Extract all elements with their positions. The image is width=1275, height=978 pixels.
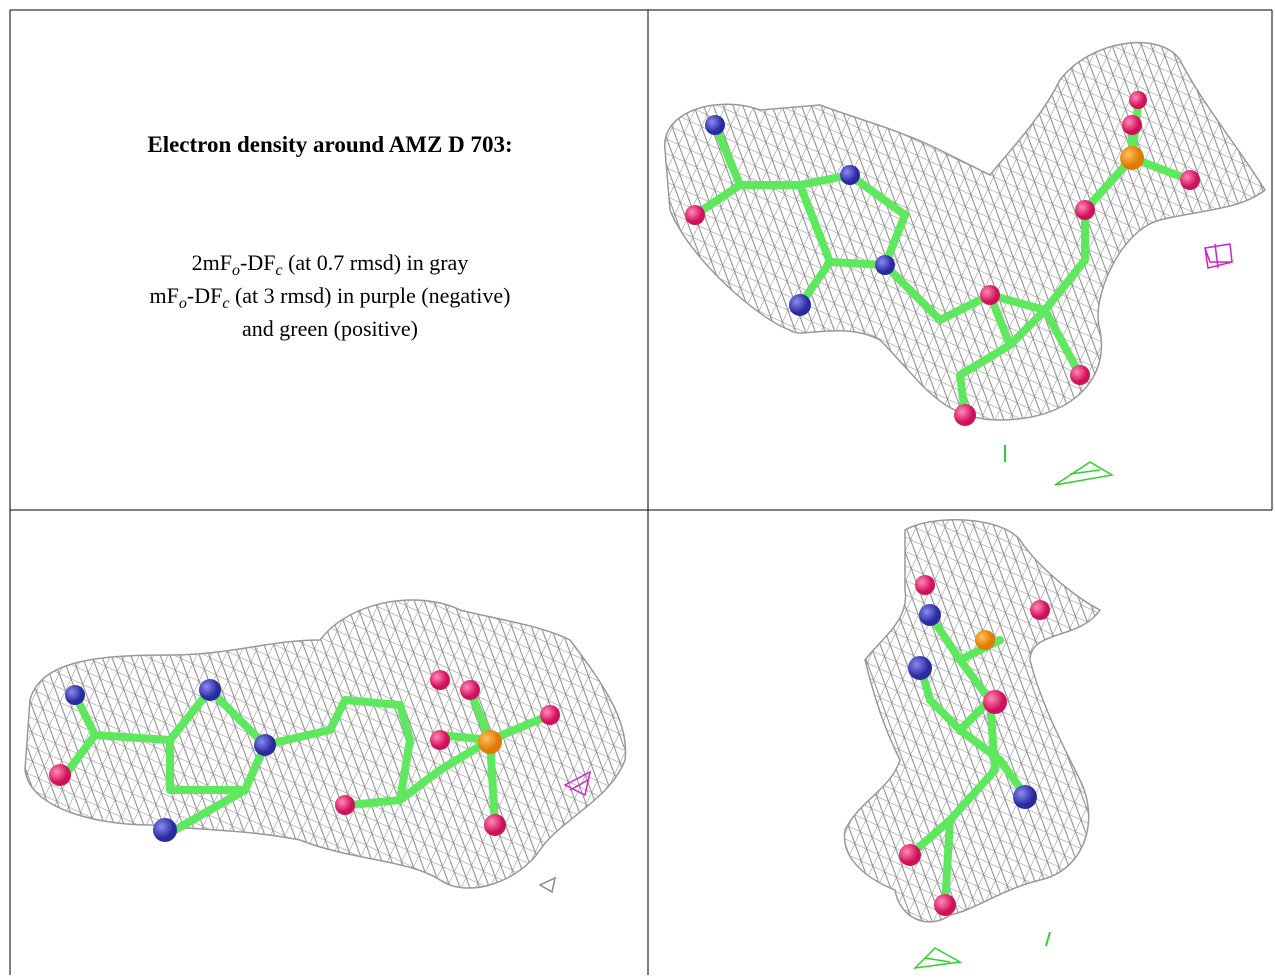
text-run: -DF [240, 250, 275, 275]
text-run: and green (positive) [242, 316, 418, 341]
subscript: o [232, 262, 240, 279]
text-run: -DF [187, 283, 222, 308]
figure-page: Electron density around AMZ D 703: 2mFo-… [0, 0, 1275, 978]
text-run: mF [150, 283, 179, 308]
subscript: c [275, 262, 282, 279]
text-run: 2mF [192, 250, 232, 275]
molecule-view-2 [25, 600, 626, 892]
legend-line: and green (positive) [242, 316, 418, 341]
legend-line: mFo-DFc (at 3 rmsd) in purple (negative) [150, 283, 511, 312]
subscript: c [222, 295, 229, 312]
text-run: (at 0.7 rmsd) in gray [283, 250, 469, 275]
text-run: (at 3 rmsd) in purple (negative) [229, 283, 510, 308]
molecule-view-3 [844, 520, 1100, 968]
subscript: o [179, 295, 187, 312]
legend-line: 2mFo-DFc (at 0.7 rmsd) in gray [192, 250, 469, 279]
cell-title: Electron density around AMZ D 703: [147, 132, 512, 157]
molecule-view-1 [665, 43, 1265, 485]
